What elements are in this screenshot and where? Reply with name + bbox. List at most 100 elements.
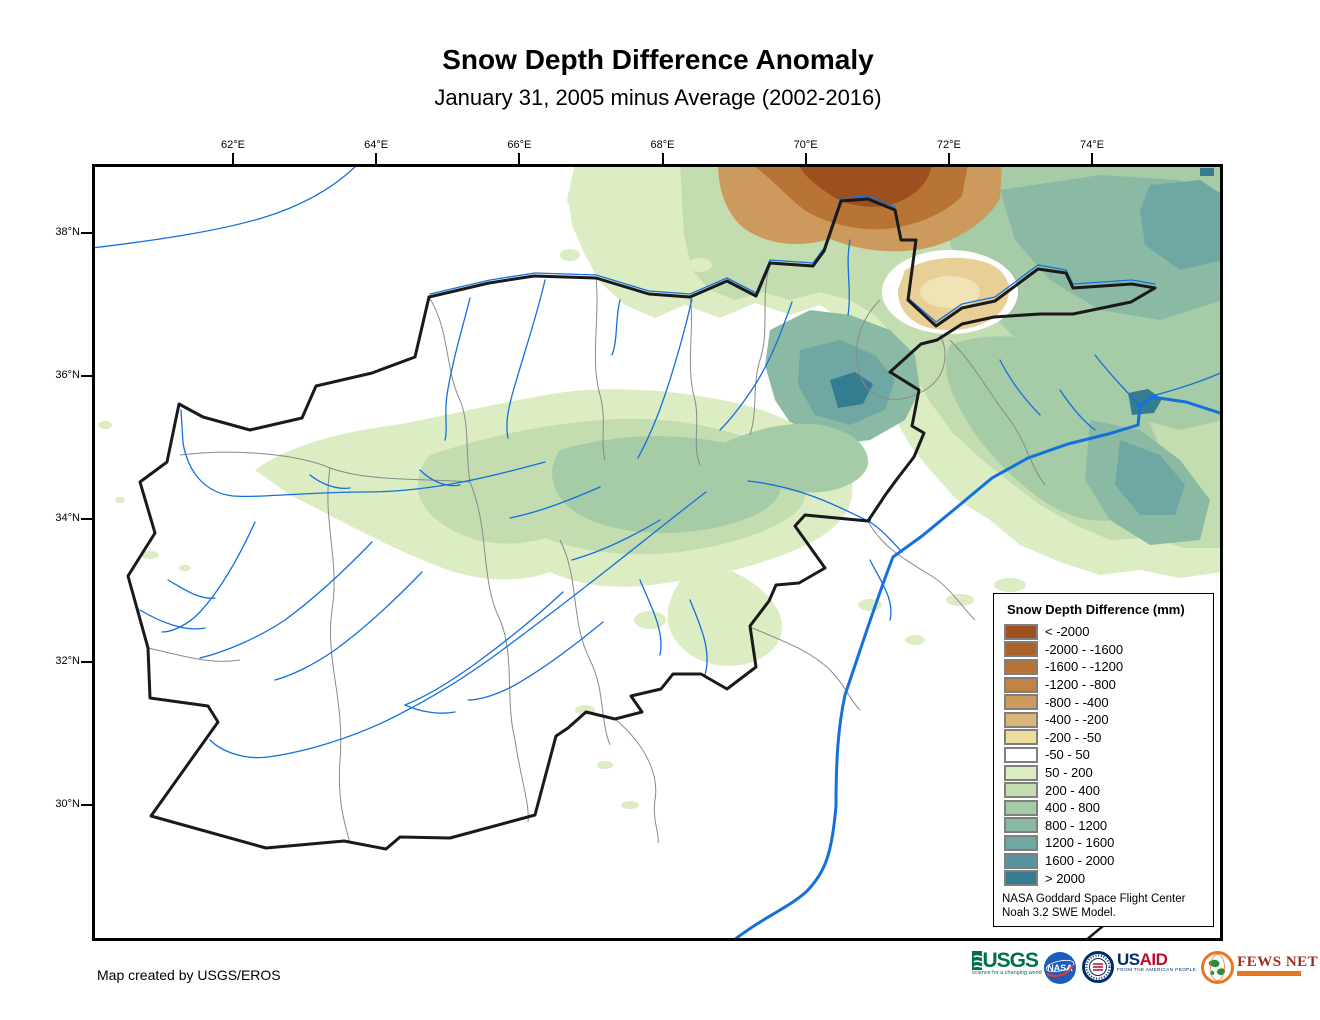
usaid-logo: USAID FROM THE AMERICAN PEOPLE (1082, 951, 1196, 983)
legend-label: -2000 - -1600 (1045, 641, 1124, 657)
legend-item: -200 - -50 (994, 729, 1213, 747)
legend-item: -50 - 50 (994, 746, 1213, 764)
map-title: Snow Depth Difference Anomaly (442, 44, 874, 75)
usgs-wordmark: USGS (982, 949, 1039, 972)
legend-item: -800 - -400 (994, 693, 1213, 711)
legend-label: -1200 - -800 (1045, 677, 1116, 693)
legend-swatch (1004, 799, 1038, 816)
lat-tick-mark (81, 232, 92, 234)
map-frame (92, 164, 1223, 941)
usaid-wordmark: USAID (1117, 950, 1168, 969)
legend-item: 200 - 400 (994, 781, 1213, 799)
usaid-seal-icon (1082, 951, 1114, 983)
lon-tick-mark (804, 153, 807, 164)
footer-credit: Map created by USGS/EROS (97, 967, 281, 983)
legend-swatch (1004, 711, 1038, 728)
lat-tick-mark (81, 804, 92, 806)
lat-tick-label: 32°N (55, 655, 80, 667)
snow-positive-regions (568, 167, 1221, 578)
legend-swatch (1004, 764, 1038, 781)
lon-tick-mark (661, 153, 664, 164)
legend-swatch (1004, 834, 1038, 851)
legend-swatch (1004, 694, 1038, 711)
legend-label: 1600 - 2000 (1045, 853, 1115, 869)
legend-swatch (1004, 870, 1038, 887)
legend-swatch (1004, 852, 1038, 869)
usaid-tagline: FROM THE AMERICAN PEOPLE (1117, 968, 1197, 973)
negative-anomaly-basin (882, 250, 1018, 334)
legend-item: 50 - 200 (994, 764, 1213, 782)
lon-tick-mark (375, 153, 378, 164)
legend-label: -1600 - -1200 (1045, 659, 1124, 675)
lon-tick-label: 70°E (793, 139, 818, 151)
legend-label: < -2000 (1045, 624, 1090, 640)
legend-label: 1200 - 1600 (1045, 835, 1115, 851)
lon-tick-label: 66°E (507, 139, 532, 151)
legend-item: -1200 - -800 (994, 676, 1213, 694)
legend-swatch (1004, 623, 1038, 640)
lat-tick-mark (81, 375, 92, 377)
lat-tick-label: 36°N (55, 369, 80, 381)
legend-label: 400 - 800 (1045, 800, 1100, 816)
legend-label: -800 - -400 (1045, 694, 1109, 710)
legend-item: -1600 - -1200 (994, 658, 1213, 676)
lat-tick-label: 34°N (55, 512, 80, 524)
map-layers (95, 167, 1221, 939)
legend-item: 400 - 800 (994, 799, 1213, 817)
country-border (126, 197, 1157, 851)
legend-item: -2000 - -1600 (994, 641, 1213, 659)
legend-label: -50 - 50 (1045, 747, 1090, 763)
fewsnet-banner (1237, 971, 1302, 976)
legend-item: 800 - 1200 (994, 817, 1213, 835)
map-subtitle: January 31, 2005 minus Average (2002-201… (434, 85, 882, 110)
legend-label: 200 - 400 (1045, 782, 1100, 798)
lon-tick-label: 74°E (1080, 139, 1104, 151)
lon-tick-mark (1091, 153, 1094, 164)
lon-tick-label: 72°E (936, 139, 961, 151)
lon-tick-mark (518, 153, 521, 164)
legend-swatch (1004, 676, 1038, 693)
usgs-tagline: science for a changing world (972, 970, 1042, 976)
usgs-wave-icon (972, 951, 983, 970)
svg-text:NASA: NASA (1047, 963, 1073, 973)
legend-swatch (1004, 817, 1038, 834)
lat-tick-mark (81, 661, 92, 663)
legend-item: < -2000 (994, 623, 1213, 641)
indus-river (732, 395, 1221, 939)
rivers-layer (95, 167, 1221, 759)
legend-title: Snow Depth Difference (mm) (1007, 602, 1185, 617)
legend-item: > 2000 (994, 869, 1213, 887)
lon-tick-label: 64°E (364, 139, 389, 151)
legend-swatch (1004, 729, 1038, 746)
legend-swatch (1004, 658, 1038, 675)
admin-boundaries (147, 262, 1046, 844)
lat-tick-mark (81, 518, 92, 520)
nasa-logo: NASA (1043, 951, 1077, 990)
lon-tick-mark (232, 153, 234, 164)
legend-credit-line1: NASA Goddard Space Flight Center (1002, 893, 1186, 905)
legend-item: 1200 - 1600 (994, 834, 1213, 852)
lon-tick-mark (947, 153, 950, 164)
fewsnet-globe-icon (1201, 951, 1235, 984)
legend-label: > 2000 (1045, 870, 1086, 886)
legend-swatch (1004, 782, 1038, 799)
legend-item: -400 - -200 (994, 711, 1213, 729)
legend: Snow Depth Difference (mm) < -2000 -2000 … (993, 593, 1214, 927)
fewsnet-logo: FEWS NET (1201, 951, 1318, 984)
lat-tick-label: 38°N (55, 226, 80, 238)
legend-item: 1600 - 2000 (994, 852, 1213, 870)
lon-tick-label: 68°E (650, 139, 675, 151)
legend-label: -200 - -50 (1045, 729, 1102, 745)
light-snow-patches (98, 175, 1072, 809)
usgs-logo: USGS science for a changing world (972, 949, 1042, 976)
legend-label: 50 - 200 (1045, 765, 1093, 781)
legend-credit-line2: Noah 3.2 SWE Model. (1002, 907, 1116, 919)
logo-strip: USGS science for a changing world NASA U… (972, 949, 1320, 993)
legend-label: 800 - 1200 (1045, 817, 1108, 833)
legend-label: -400 - -200 (1045, 712, 1109, 728)
legend-swatch (1004, 746, 1038, 763)
fewsnet-wordmark: FEWS NET (1237, 954, 1319, 970)
legend-credit: NASA Goddard Space Flight Center Noah 3.… (1002, 892, 1185, 920)
